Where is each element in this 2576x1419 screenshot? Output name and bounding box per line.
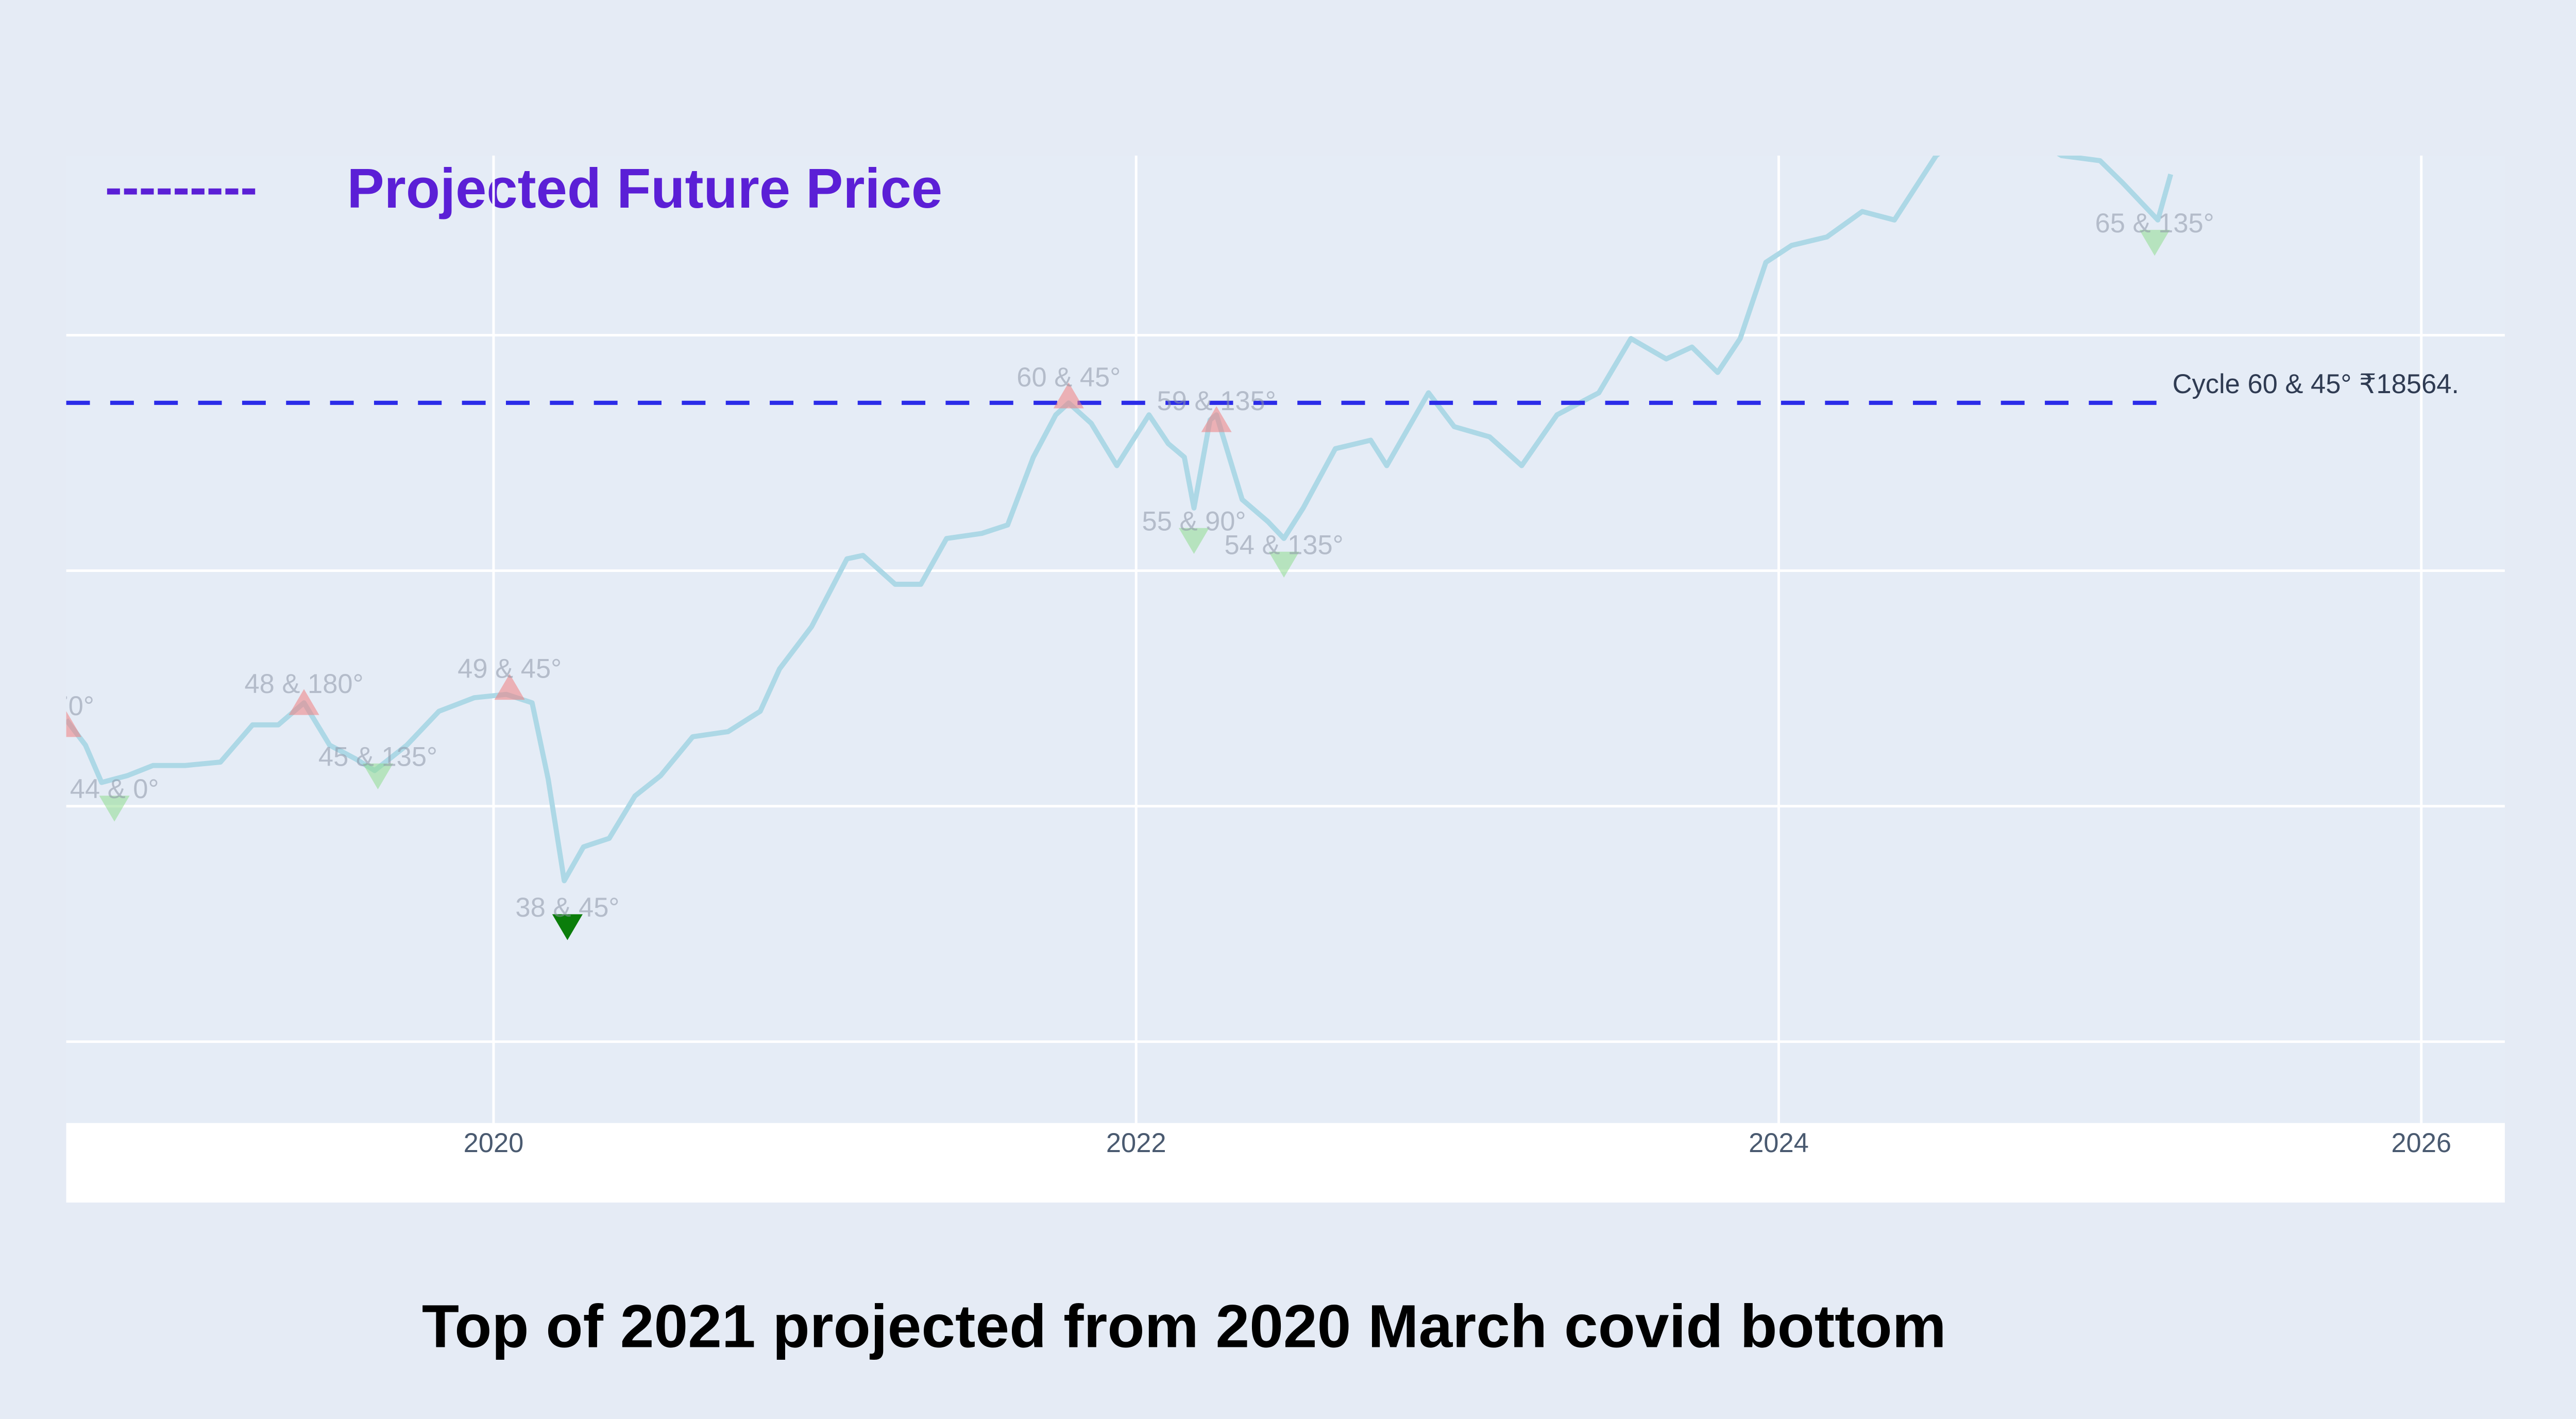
plot-area: [66, 155, 2505, 1123]
cycle-marker: [552, 914, 583, 940]
cycle-marker: [494, 673, 525, 700]
cycle-label: 49 & 45°: [457, 654, 562, 684]
cycle-marker: [2139, 230, 2170, 256]
plot-layer: 270° 44 & 0° 48 & 180° 45 & 135° 49 & 45° 38 …: [38, 155, 2505, 1123]
cycle-marker: [289, 689, 319, 715]
legend-symbol: ---------: [105, 159, 257, 215]
cycle-marker: [1201, 406, 1232, 432]
cycle-label: 54 & 135°: [1225, 530, 1344, 560]
overlay-layer: 2020 2022 2024 2026 Cycle 60 & 45° ₹18564.: [464, 369, 2459, 1158]
cycle-marker: [99, 796, 130, 822]
legend-text: Projected Future Price: [347, 157, 942, 219]
x-axis-band: [66, 1123, 2505, 1203]
cycle-marker: [1268, 551, 1299, 578]
cycle-label: 65 & 135°: [2095, 208, 2214, 239]
cycle-label: 60 & 45°: [1016, 362, 1121, 393]
projected-level-label: Cycle 60 & 45° ₹18564.: [2173, 369, 2459, 399]
cycle-label: 45 & 135°: [318, 741, 437, 772]
x-tick-label: 2024: [1749, 1128, 1809, 1158]
cycle-label: 44 & 0°: [70, 774, 159, 804]
x-tick-label: 2026: [2391, 1128, 2451, 1158]
cycle-label: 48 & 180°: [244, 669, 363, 699]
chart-title: Top of 2021 projected from 2020 March co…: [422, 1293, 1946, 1361]
cycle-label: 55 & 90°: [1142, 506, 1246, 536]
x-tick-label: 2020: [464, 1128, 524, 1158]
cycle-marker: [362, 763, 394, 789]
x-tick-label: 2022: [1106, 1128, 1166, 1158]
price-line: [66, 155, 2174, 884]
cycle-marker: [1053, 382, 1084, 409]
cycle-label: 38 & 45°: [515, 892, 619, 923]
cycle-marker: [1178, 528, 1210, 554]
cycle-label: 270°: [38, 691, 94, 721]
cycle-label: 59 & 135°: [1157, 386, 1276, 416]
